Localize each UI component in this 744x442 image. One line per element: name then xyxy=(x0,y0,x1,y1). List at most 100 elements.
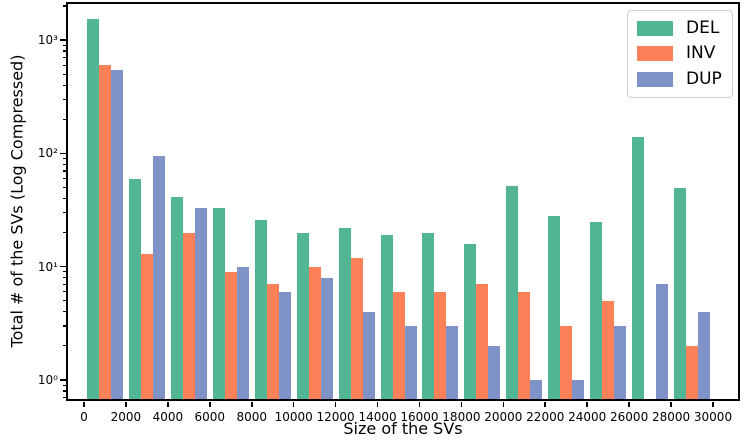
x-tick-22000 xyxy=(544,402,547,407)
x-tick-0 xyxy=(83,402,85,407)
bar-dup-1000 xyxy=(110,69,123,400)
bar-del-9000 xyxy=(254,219,267,400)
y-minor-tick xyxy=(62,177,66,180)
x-tick-30000 xyxy=(712,402,714,407)
y-axis-title: Total # of the SVs (Log Compressed) xyxy=(7,54,27,348)
bar-del-7000 xyxy=(212,207,225,400)
y-tick-1 xyxy=(60,379,66,381)
y-minor-tick xyxy=(62,84,66,86)
y-tick-10 xyxy=(60,265,66,268)
bar-inv-19000 xyxy=(476,284,489,400)
x-tick-16000 xyxy=(418,402,421,407)
bar-del-19000 xyxy=(464,243,477,400)
bar-del-17000 xyxy=(422,232,435,400)
legend-label-del: DEL xyxy=(686,18,720,39)
bar-dup-7000 xyxy=(236,266,249,400)
y-minor-tick xyxy=(62,384,66,386)
legend: DEL INV DUP xyxy=(627,10,733,98)
y-minor-tick xyxy=(62,157,66,160)
y-minor-tick xyxy=(62,57,66,59)
bar-dup-21000 xyxy=(530,380,543,400)
x-axis-title: Size of the SVs xyxy=(343,419,463,438)
legend-label-dup: DUP xyxy=(686,68,722,89)
y-tick-100 xyxy=(60,152,66,155)
bar-del-27000 xyxy=(632,136,645,400)
legend-swatch-del xyxy=(637,21,673,37)
y-minor-tick xyxy=(62,300,66,302)
legend-swatch-dup xyxy=(637,71,673,87)
bar-dup-25000 xyxy=(614,325,627,400)
x-tick-label-30000: 30000 xyxy=(693,410,733,424)
bar-inv-25000 xyxy=(602,300,615,400)
bar-dup-15000 xyxy=(404,325,417,400)
y-minor-tick xyxy=(62,5,66,7)
y-minor-tick xyxy=(62,231,66,234)
x-tick-label-18000: 18000 xyxy=(442,410,481,424)
y-minor-tick xyxy=(62,345,66,347)
x-tick-label-6000: 6000 xyxy=(194,410,226,424)
x-tick-label-10000: 10000 xyxy=(274,410,313,424)
x-tick-18000 xyxy=(460,402,463,407)
bar-del-5000 xyxy=(170,197,183,400)
x-tick-label-28000: 28000 xyxy=(651,410,691,424)
y-minor-tick xyxy=(62,186,66,189)
x-tick-10000 xyxy=(292,402,295,407)
y-minor-tick xyxy=(62,396,66,399)
bar-inv-7000 xyxy=(224,271,237,400)
y-minor-tick xyxy=(62,325,66,327)
bar-dup-19000 xyxy=(488,345,501,400)
bar-del-29000 xyxy=(674,187,687,400)
y-minor-tick xyxy=(62,271,66,273)
bar-dup-17000 xyxy=(446,325,459,400)
bar-inv-17000 xyxy=(434,291,447,400)
legend-item-del: DEL xyxy=(637,20,723,37)
y-minor-tick xyxy=(62,98,66,100)
x-tick-label-20000: 20000 xyxy=(484,410,523,424)
x-tick-12000 xyxy=(334,402,337,407)
x-tick-label-8000: 8000 xyxy=(236,410,267,424)
y-minor-tick xyxy=(62,197,66,200)
x-tick-label-24000: 24000 xyxy=(568,410,607,424)
bar-del-21000 xyxy=(506,185,519,400)
legend-item-dup: DUP xyxy=(637,68,723,89)
x-tick-28000 xyxy=(670,402,672,407)
bar-inv-29000 xyxy=(686,345,699,400)
y-minor-tick xyxy=(62,73,66,75)
x-tick-label-26000: 26000 xyxy=(610,410,649,424)
y-minor-tick xyxy=(62,390,66,392)
plot-area: 0 2000 4000 6000 8000 10000 12000 14000 16000 180… xyxy=(38,2,740,424)
y-minor-tick xyxy=(62,64,66,66)
bar-inv-15000 xyxy=(392,291,405,400)
x-tick-label-22000: 22000 xyxy=(526,410,565,424)
x-tick-label-16000: 16000 xyxy=(400,410,439,424)
x-tick-2000 xyxy=(125,402,127,407)
y-minor-tick xyxy=(62,50,66,52)
x-tick-14000 xyxy=(376,402,379,407)
x-tick-label-12000: 12000 xyxy=(316,410,355,424)
x-tick-20000 xyxy=(502,402,505,407)
bar-dup-5000 xyxy=(194,207,207,400)
bar-del-1000 xyxy=(86,18,99,400)
bar-del-11000 xyxy=(296,232,309,400)
y-minor-tick xyxy=(62,170,66,172)
x-tick-4000 xyxy=(167,402,169,407)
bar-dup-23000 xyxy=(572,380,585,400)
legend-swatch-inv xyxy=(637,46,673,62)
bar-del-3000 xyxy=(128,178,141,400)
legend-item-inv: INV xyxy=(637,45,723,62)
bar-dup-13000 xyxy=(362,311,375,400)
y-minor-tick xyxy=(62,118,66,120)
bar-del-13000 xyxy=(338,227,351,400)
bar-dup-3000 xyxy=(152,155,165,400)
x-tick-6000 xyxy=(209,402,211,407)
bar-del-15000 xyxy=(380,235,393,400)
y-tick-label-1: 10⁰ xyxy=(37,373,58,387)
y-minor-tick xyxy=(62,212,66,214)
y-minor-tick xyxy=(62,277,66,279)
y-tick-label-100: 10² xyxy=(37,146,58,161)
x-tick-label-4000: 4000 xyxy=(152,410,184,424)
y-minor-tick xyxy=(62,44,66,46)
legend-label-inv: INV xyxy=(686,43,716,64)
bar-del-25000 xyxy=(590,221,603,400)
